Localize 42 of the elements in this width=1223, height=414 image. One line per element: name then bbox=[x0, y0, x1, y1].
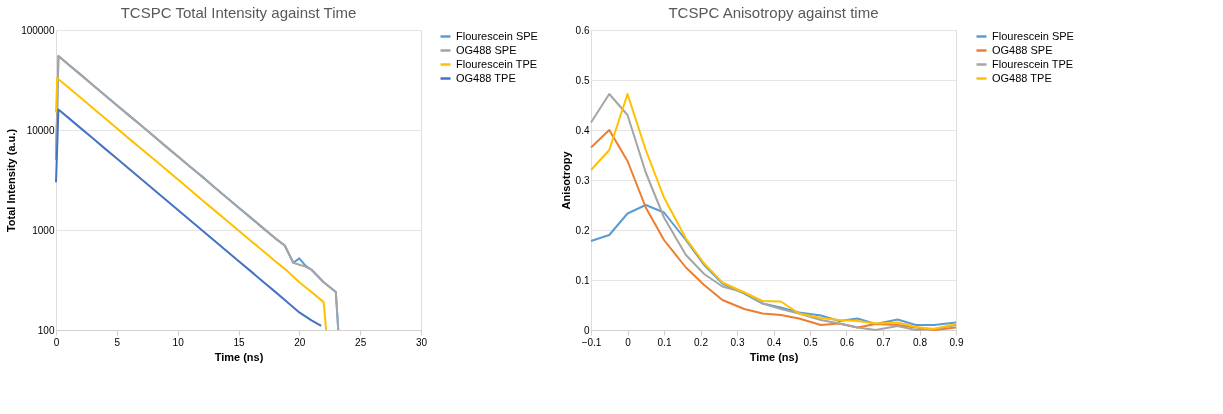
y-tick-label: 100 bbox=[37, 324, 55, 336]
x-tick-label: 0.9 bbox=[949, 336, 964, 348]
x-tick-label: 0.3 bbox=[730, 336, 745, 348]
y-tick-label: 0.6 bbox=[575, 24, 590, 36]
y-tick-label: 1000 bbox=[32, 224, 55, 236]
chart-title: TCSPC Total Intensity against Time bbox=[120, 4, 357, 21]
x-tick-label: 0.8 bbox=[913, 336, 928, 348]
y-tick-label: 0.1 bbox=[575, 274, 590, 286]
x-tick-label: 30 bbox=[415, 336, 428, 348]
x-tick-label: 0.4 bbox=[767, 336, 782, 348]
x-tick-label: 15 bbox=[233, 336, 245, 348]
x-tick-label: 25 bbox=[355, 336, 367, 348]
y-tick-label: 100000 bbox=[21, 24, 55, 36]
y-tick-label: 0.5 bbox=[575, 74, 590, 86]
legend-label: OG488 SPE bbox=[456, 43, 517, 56]
y-tick-label: 10000 bbox=[26, 124, 55, 136]
y-axis-title: Anisotropy bbox=[559, 150, 572, 210]
y-tick-label: 0.2 bbox=[575, 224, 590, 236]
x-tick-label: 0.5 bbox=[803, 336, 818, 348]
y-tick-label: 0.3 bbox=[575, 174, 590, 186]
x-tick-label: 5 bbox=[114, 336, 121, 348]
x-tick-label: 0.2 bbox=[694, 336, 709, 348]
y-axis-title: Total Intensity (a.u.) bbox=[5, 128, 18, 233]
legend-label: Flourescein TPE bbox=[992, 57, 1074, 70]
x-tick-label: 0.7 bbox=[876, 336, 891, 348]
legend-label: OG488 SPE bbox=[992, 43, 1053, 56]
y-tick-label: 0 bbox=[583, 324, 590, 336]
legend-label: OG488 TPE bbox=[992, 71, 1052, 84]
x-tick-label: −0.1 bbox=[581, 336, 602, 348]
x-tick-label: 20 bbox=[294, 336, 306, 348]
x-tick-label: 10 bbox=[172, 336, 185, 348]
y-tick-label: 0.4 bbox=[575, 124, 590, 136]
legend-label: Flourescein SPE bbox=[456, 29, 538, 42]
x-tick-label: 0 bbox=[625, 336, 632, 348]
legend-label: OG488 TPE bbox=[456, 71, 516, 84]
x-axis-title: Time (ns) bbox=[214, 350, 264, 363]
x-axis-title: Time (ns) bbox=[749, 350, 799, 363]
legend-label: Flourescein SPE bbox=[992, 29, 1074, 42]
x-tick-label: 0.6 bbox=[840, 336, 855, 348]
legend-label: Flourescein TPE bbox=[456, 57, 538, 70]
chart-title: TCSPC Anisotropy against time bbox=[668, 4, 879, 21]
x-tick-label: 0.1 bbox=[657, 336, 672, 348]
